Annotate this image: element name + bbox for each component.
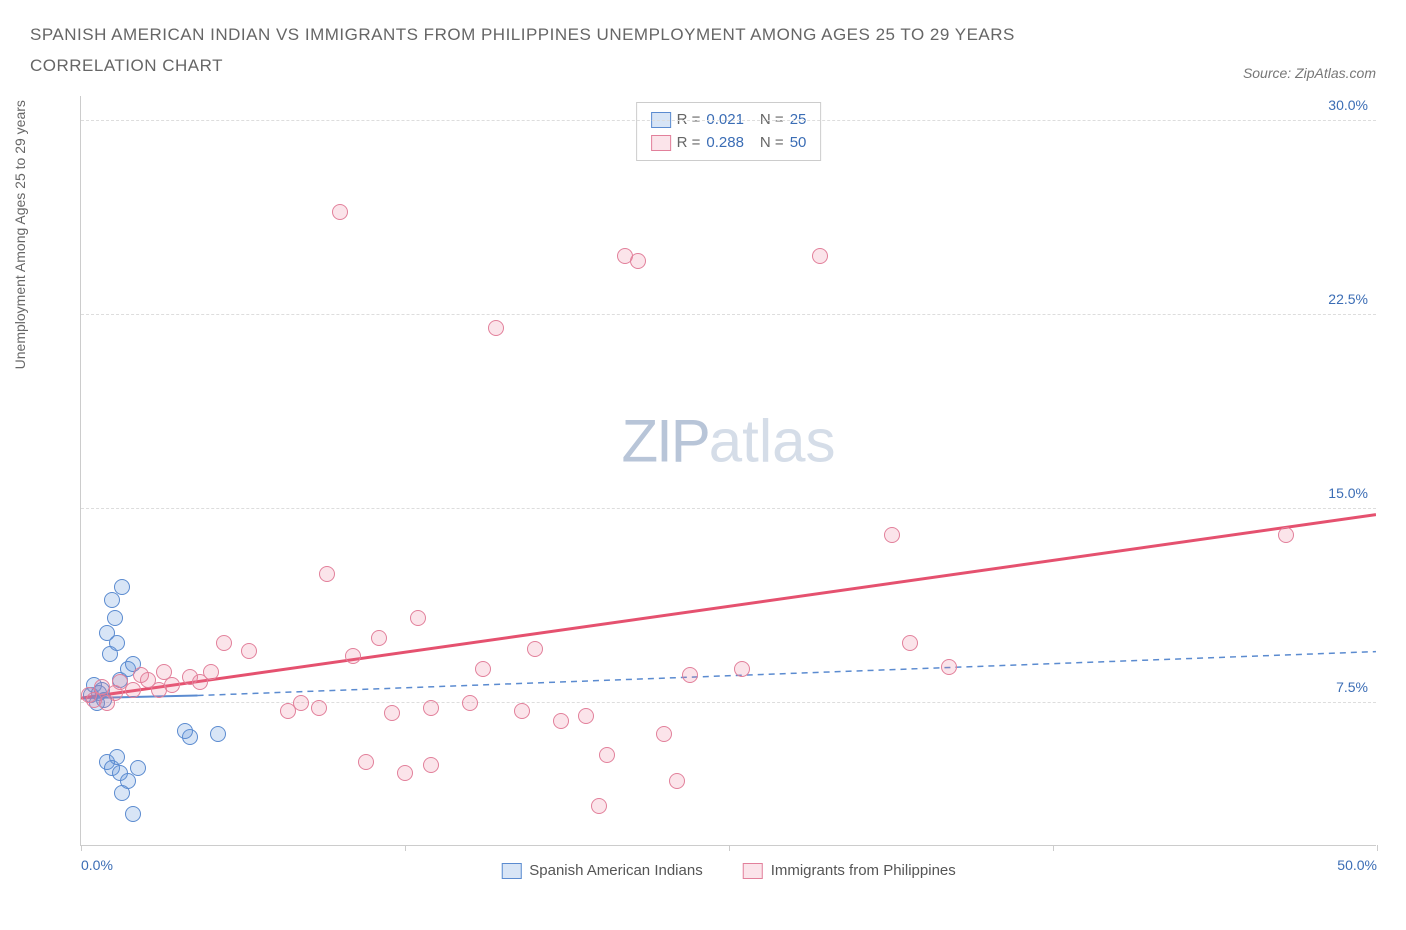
data-point bbox=[410, 610, 426, 626]
legend-item: Immigrants from Philippines bbox=[743, 862, 956, 879]
data-point bbox=[591, 798, 607, 814]
x-tick-label: 50.0% bbox=[1337, 857, 1377, 873]
gridline bbox=[81, 314, 1376, 315]
data-point bbox=[384, 705, 400, 721]
data-point bbox=[210, 726, 226, 742]
legend-swatch bbox=[651, 135, 671, 151]
data-point bbox=[109, 635, 125, 651]
data-point bbox=[682, 667, 698, 683]
data-point bbox=[125, 806, 141, 822]
data-point bbox=[553, 713, 569, 729]
legend-swatch bbox=[743, 863, 763, 879]
trend-lines bbox=[81, 96, 1376, 845]
data-point bbox=[599, 747, 615, 763]
data-point bbox=[107, 610, 123, 626]
data-point bbox=[423, 700, 439, 716]
watermark: ZIPatlas bbox=[621, 406, 835, 475]
data-point bbox=[203, 664, 219, 680]
plot-area: ZIPatlas R = 0.021 N = 25 R = 0.288 N = … bbox=[80, 96, 1376, 846]
data-point bbox=[630, 253, 646, 269]
data-point bbox=[812, 248, 828, 264]
legend-stats: R = 0.021 N = 25 R = 0.288 N = 50 bbox=[636, 102, 822, 161]
data-point bbox=[216, 635, 232, 651]
x-tick bbox=[1053, 845, 1054, 851]
x-tick bbox=[405, 845, 406, 851]
data-point bbox=[397, 765, 413, 781]
data-point bbox=[1278, 527, 1294, 543]
data-point bbox=[319, 566, 335, 582]
chart-title: SPANISH AMERICAN INDIAN VS IMMIGRANTS FR… bbox=[30, 20, 1130, 81]
data-point bbox=[669, 773, 685, 789]
data-point bbox=[371, 630, 387, 646]
data-point bbox=[462, 695, 478, 711]
gridline bbox=[81, 508, 1376, 509]
data-point bbox=[941, 659, 957, 675]
legend-item: Spanish American Indians bbox=[501, 862, 702, 879]
data-point bbox=[241, 643, 257, 659]
y-axis-label: Unemployment Among Ages 25 to 29 years bbox=[12, 100, 28, 369]
data-point bbox=[125, 682, 141, 698]
data-point bbox=[345, 648, 361, 664]
legend-series: Spanish American Indians Immigrants from … bbox=[501, 862, 956, 879]
data-point bbox=[488, 320, 504, 336]
data-point bbox=[527, 641, 543, 657]
data-point bbox=[902, 635, 918, 651]
data-point bbox=[109, 749, 125, 765]
data-point bbox=[114, 785, 130, 801]
legend-stat-row: R = 0.288 N = 50 bbox=[651, 132, 807, 155]
source-label: Source: ZipAtlas.com bbox=[1243, 65, 1376, 81]
data-point bbox=[578, 708, 594, 724]
data-point bbox=[332, 204, 348, 220]
data-point bbox=[311, 700, 327, 716]
gridline bbox=[81, 120, 1376, 121]
data-point bbox=[177, 723, 193, 739]
data-point bbox=[130, 760, 146, 776]
x-tick bbox=[1377, 845, 1378, 851]
x-tick-label: 0.0% bbox=[81, 857, 113, 873]
data-point bbox=[734, 661, 750, 677]
legend-swatch bbox=[501, 863, 521, 879]
data-point bbox=[114, 579, 130, 595]
y-tick-label: 15.0% bbox=[1328, 485, 1368, 501]
gridline bbox=[81, 702, 1376, 703]
data-point bbox=[358, 754, 374, 770]
data-point bbox=[475, 661, 491, 677]
y-tick-label: 30.0% bbox=[1328, 97, 1368, 113]
x-tick bbox=[81, 845, 82, 851]
chart-container: Unemployment Among Ages 25 to 29 years Z… bbox=[30, 96, 1376, 896]
data-point bbox=[656, 726, 672, 742]
data-point bbox=[104, 592, 120, 608]
data-point bbox=[423, 757, 439, 773]
data-point bbox=[514, 703, 530, 719]
x-tick bbox=[729, 845, 730, 851]
data-point bbox=[164, 677, 180, 693]
y-tick-label: 7.5% bbox=[1336, 679, 1368, 695]
y-tick-label: 22.5% bbox=[1328, 291, 1368, 307]
data-point bbox=[293, 695, 309, 711]
data-point bbox=[884, 527, 900, 543]
